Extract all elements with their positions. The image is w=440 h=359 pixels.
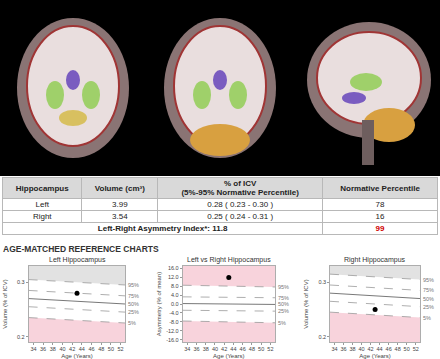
svg-text:0.3: 0.3 [318, 279, 326, 285]
svg-text:Right Hippocampus: Right Hippocampus [344, 256, 406, 264]
svg-text:40: 40 [59, 346, 65, 352]
svg-text:46: 46 [88, 346, 94, 352]
svg-text:38: 38 [349, 346, 355, 352]
svg-text:52: 52 [267, 346, 273, 352]
svg-text:36: 36 [40, 346, 46, 352]
svg-text:0.3: 0.3 [17, 279, 25, 285]
svg-text:46: 46 [240, 346, 246, 352]
svg-text:25%: 25% [278, 308, 289, 314]
svg-text:-12.0: -12.0 [166, 328, 179, 334]
html-text:Hippocampus: Hippocampus [15, 183, 69, 193]
svg-text:50: 50 [258, 346, 264, 352]
svg-text:5%: 5% [423, 315, 431, 321]
svg-text:44: 44 [377, 346, 383, 352]
svg-text:0.0: 0.0 [171, 301, 179, 307]
svg-text:52: 52 [413, 346, 419, 352]
html-text:16: 16 [375, 212, 385, 221]
svg-text:40: 40 [212, 346, 218, 352]
svg-text:34: 34 [30, 346, 36, 352]
svg-text:12.0: 12.0 [168, 274, 179, 280]
html-text:Right: Right [32, 212, 52, 221]
html-text:Volume (cm³): Volume (cm³) [94, 183, 145, 193]
svg-text:46: 46 [386, 346, 392, 352]
svg-text:5%: 5% [278, 320, 286, 326]
svg-text:50%: 50% [423, 296, 434, 302]
svg-text:Asymmetry (% of mean): Asymmetry (% of mean) [156, 272, 162, 336]
svg-text:42: 42 [221, 346, 227, 352]
html-text:Normative Percentile: Normative Percentile [340, 183, 420, 193]
svg-text:50: 50 [108, 346, 114, 352]
svg-text:0.2: 0.2 [318, 333, 326, 339]
svg-text:48: 48 [98, 346, 104, 352]
svg-text:50: 50 [404, 346, 410, 352]
svg-text:75%: 75% [423, 287, 434, 293]
svg-text:50%: 50% [278, 301, 289, 307]
svg-text:-8.0: -8.0 [169, 319, 178, 325]
svg-text:44: 44 [79, 346, 85, 352]
svg-text:4.0: 4.0 [171, 292, 179, 298]
html-text:(5%-95% Normative Percentile): (5%-95% Normative Percentile) [181, 188, 299, 197]
svg-text:Left Hippocampus: Left Hippocampus [49, 256, 106, 264]
html-text:AGE-MATCHED REFERENCE CHARTS: AGE-MATCHED REFERENCE CHARTS [3, 244, 159, 254]
svg-text:36: 36 [193, 346, 199, 352]
svg-text:Age (Years): Age (Years) [213, 353, 244, 359]
svg-text:0.2: 0.2 [17, 333, 25, 339]
svg-text:38: 38 [203, 346, 209, 352]
svg-text:36: 36 [340, 346, 346, 352]
svg-text:Left vs Right Hippocampus: Left vs Right Hippocampus [187, 256, 271, 264]
html-text:3.99: 3.99 [112, 200, 128, 209]
html-text:Left-Right Asymmetry Index*: 1: Left-Right Asymmetry Index*: 11.8 [97, 224, 228, 233]
svg-text:44: 44 [230, 346, 236, 352]
svg-text:48: 48 [249, 346, 255, 352]
html-text:0.25 ( 0.24 - 0.31 ): 0.25 ( 0.24 - 0.31 ) [207, 212, 274, 221]
svg-text:34: 34 [184, 346, 190, 352]
svg-text:Age (Years): Age (Years) [61, 353, 92, 359]
svg-text:Volume (% of ICV): Volume (% of ICV) [303, 279, 309, 328]
svg-text:38: 38 [50, 346, 56, 352]
html-text:0.28 ( 0.23 - 0.30 ): 0.28 ( 0.23 - 0.30 ) [207, 200, 274, 209]
svg-text:75%: 75% [128, 293, 139, 299]
svg-text:34: 34 [331, 346, 337, 352]
svg-text:5%: 5% [128, 320, 136, 326]
html-text:78: 78 [375, 200, 385, 209]
svg-text:95%: 95% [128, 282, 139, 288]
svg-text:Volume (% of ICV): Volume (% of ICV) [2, 279, 8, 328]
svg-text:16.0: 16.0 [168, 265, 179, 271]
html-text:Left: Left [35, 200, 49, 209]
svg-text:48: 48 [395, 346, 401, 352]
svg-text:8.0: 8.0 [171, 283, 179, 289]
svg-text:75%: 75% [278, 295, 289, 301]
svg-text:40: 40 [359, 346, 365, 352]
html-text:99: 99 [375, 224, 385, 233]
html-text:% of ICV: % of ICV [223, 179, 257, 188]
svg-text:50%: 50% [128, 301, 139, 307]
svg-text:25%: 25% [128, 309, 139, 315]
svg-text:95%: 95% [423, 277, 434, 283]
svg-text:95%: 95% [278, 284, 289, 290]
svg-text:25%: 25% [423, 304, 434, 310]
svg-text:Age (Years): Age (Years) [359, 353, 390, 359]
svg-text:42: 42 [368, 346, 374, 352]
svg-text:42: 42 [69, 346, 75, 352]
html-text:3.54: 3.54 [112, 212, 128, 221]
svg-text:-4.0: -4.0 [169, 310, 178, 316]
svg-text:52: 52 [117, 346, 123, 352]
svg-text:-16.0: -16.0 [166, 337, 179, 343]
